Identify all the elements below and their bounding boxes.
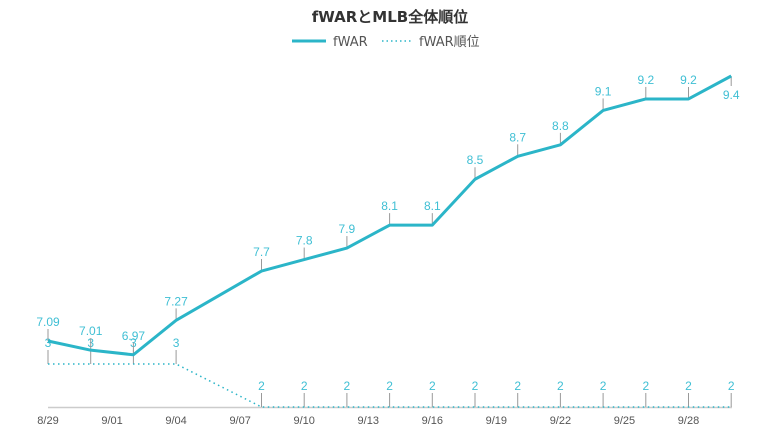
fwar-data-label: 8.5 — [467, 153, 484, 167]
legend-item-rank[interactable]: fWAR順位 — [382, 35, 480, 50]
rank-data-label: 2 — [728, 379, 735, 393]
x-axis-ticks: 8/29 9/01 9/04 9/07 9/10 9/13 9/16 9/19 9/22 9/25… — [37, 415, 699, 427]
rank-data-label: 3 — [173, 336, 180, 350]
x-tick-label: 9/19 — [486, 415, 507, 427]
rank-data-label: 2 — [685, 379, 692, 393]
fwar-data-label: 8.1 — [424, 199, 441, 213]
x-tick-label: 9/10 — [293, 415, 314, 427]
rank-data-label: 2 — [600, 379, 607, 393]
rank-data-label: 2 — [514, 379, 521, 393]
rank-data-label: 2 — [642, 379, 649, 393]
fwar-data-label: 7.8 — [296, 234, 313, 248]
fwar-series-line — [47, 74, 732, 357]
rank-data-label: 2 — [472, 379, 479, 393]
rank-data-label: 2 — [386, 379, 393, 393]
rank-data-label: 3 — [45, 336, 52, 350]
fwar-data-label: 6.97 — [122, 329, 146, 343]
x-tick-label: 9/01 — [101, 415, 122, 427]
fwar-data-label: 9.2 — [680, 73, 697, 87]
x-tick-label: 9/25 — [614, 415, 635, 427]
legend-item-fwar[interactable]: fWAR — [292, 35, 368, 50]
rank-data-label: 2 — [258, 379, 265, 393]
legend-label-rank: fWAR順位 — [419, 35, 480, 50]
rank-data-label: 2 — [344, 379, 351, 393]
rank-data-label: 2 — [429, 379, 436, 393]
fwar-data-label: 7.01 — [79, 324, 103, 338]
x-tick-label: 8/29 — [37, 415, 58, 427]
x-tick-label: 9/22 — [550, 415, 571, 427]
x-tick-label: 9/28 — [678, 415, 699, 427]
fwar-data-label: 9.4 — [723, 88, 740, 102]
fwar-data-label: 8.1 — [381, 199, 398, 213]
fwar-data-label: 8.7 — [509, 130, 526, 144]
x-tick-label: 9/13 — [358, 415, 379, 427]
chart-title: fWARとMLB全体順位 — [312, 8, 468, 26]
fwar-data-label: 7.9 — [339, 222, 356, 236]
plot-area: 33332222222222227.097.016.977.277.77.87.… — [36, 73, 740, 408]
rank-data-label: 2 — [557, 379, 564, 393]
x-tick-label: 9/04 — [165, 415, 186, 427]
x-tick-label: 9/07 — [229, 415, 250, 427]
fwar-data-label: 9.1 — [595, 84, 612, 98]
fwar-data-label: 7.7 — [253, 245, 270, 259]
fwar-data-label: 8.8 — [552, 119, 569, 133]
legend: fWAR fWAR順位 — [292, 35, 480, 50]
x-tick-label: 9/16 — [422, 415, 443, 427]
rank-data-label: 2 — [301, 379, 308, 393]
fwar-data-label: 9.2 — [637, 73, 654, 87]
legend-label-fwar: fWAR — [333, 35, 368, 50]
fwar-data-label: 7.09 — [36, 315, 60, 329]
fwar-data-label: 7.27 — [164, 294, 188, 308]
